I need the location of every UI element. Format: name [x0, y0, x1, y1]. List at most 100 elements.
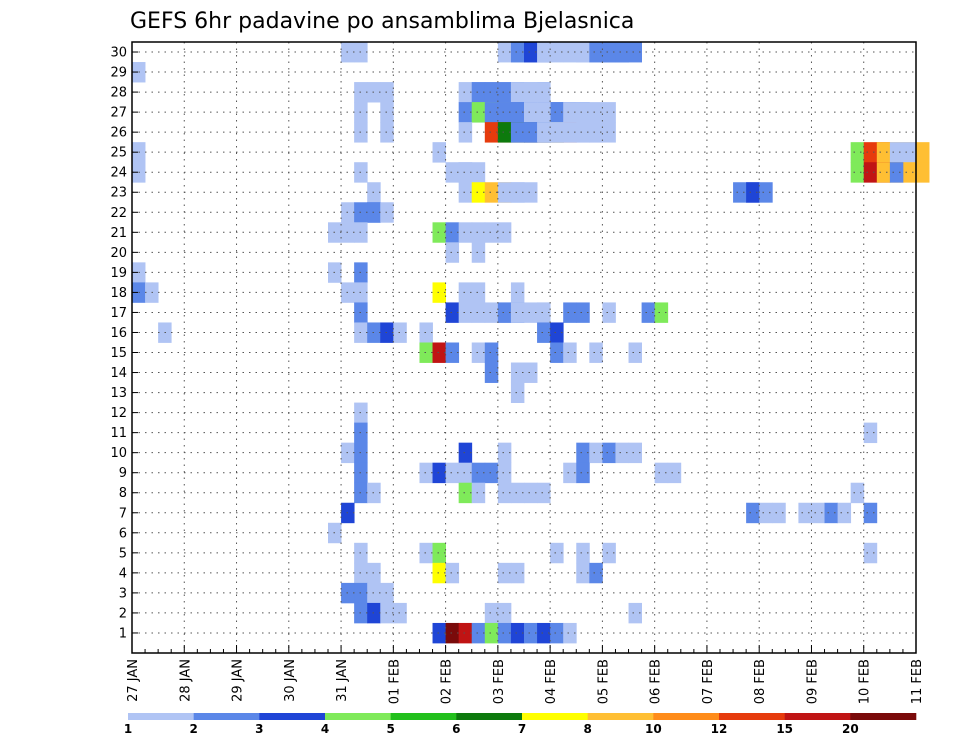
heatmap-cell	[654, 462, 669, 484]
heatmap-cell	[484, 302, 499, 323]
heatmap-cell	[497, 122, 512, 143]
heatmap-cell	[510, 182, 525, 203]
heatmap-cell	[863, 422, 878, 444]
x-tick-label: 29 JAN	[231, 659, 246, 702]
y-tick-label: 26	[110, 126, 127, 141]
heatmap-cell	[484, 462, 499, 484]
colorbar-label: 5	[386, 722, 394, 736]
heatmap-cell	[537, 102, 551, 123]
heatmap-cell	[628, 42, 642, 63]
x-axis-ticks: 27 JAN 28 JAN 29 JAN 30 JAN 31 JAN 01 FEB 02 F…	[126, 645, 925, 704]
x-tick-label: 01 FEB	[387, 659, 402, 704]
heatmap-cell	[602, 442, 616, 464]
colorbar-segment	[325, 713, 391, 720]
heatmap-cell	[432, 342, 446, 363]
heatmap-cell	[733, 182, 747, 203]
x-tick-label: 02 FEB	[440, 659, 455, 704]
heatmap-cell	[432, 622, 446, 644]
heatmap-cell	[510, 482, 525, 504]
heatmap-cell	[524, 302, 538, 323]
heatmap-cell	[550, 322, 564, 343]
y-tick-label: 11	[110, 426, 127, 441]
heatmap-cell	[550, 122, 564, 143]
heatmap-cell	[497, 302, 512, 323]
heatmap-cell	[510, 122, 525, 143]
heatmap-cell	[615, 42, 629, 63]
heatmap-cell	[484, 222, 499, 243]
heatmap-cell	[850, 142, 865, 163]
heatmap-cell	[510, 382, 525, 403]
heatmap-cell	[393, 602, 407, 624]
heatmap-cell	[393, 322, 407, 343]
heatmap-cell	[471, 102, 486, 123]
heatmap-cell	[524, 362, 538, 383]
heatmap-cell	[497, 82, 512, 103]
y-tick-label: 30	[110, 46, 127, 61]
heatmap-cell	[484, 122, 499, 143]
heatmap-cell	[563, 42, 577, 63]
heatmap-cell	[510, 282, 525, 303]
y-tick-label: 1	[119, 626, 127, 641]
heatmap-cell	[563, 122, 577, 143]
heatmap-cell	[563, 102, 577, 123]
heatmap-cell	[380, 602, 394, 624]
heatmap-cell	[537, 302, 551, 323]
heatmap-cell	[602, 122, 616, 143]
heatmap-cell	[458, 82, 473, 103]
heatmap-cell	[484, 342, 499, 363]
heatmap-cell	[589, 102, 603, 123]
heatmap-cell	[471, 182, 486, 203]
heatmap-cell	[471, 242, 486, 263]
y-tick-label: 22	[110, 206, 127, 221]
heatmap-cell	[902, 162, 917, 183]
heatmap-cell	[497, 442, 512, 464]
y-axis-ticks: 1234567891011121314151617181920212223242…	[110, 46, 138, 641]
heatmap-cell	[458, 302, 473, 323]
heatmap-cell	[497, 182, 512, 203]
heatmap-cell	[510, 622, 525, 644]
heatmap-cell	[772, 502, 786, 524]
heatmap-cell	[445, 222, 460, 243]
heatmap-cell	[589, 342, 603, 363]
heatmap-cell	[563, 622, 577, 644]
heatmap-cell	[628, 442, 642, 464]
heatmap-cell	[876, 142, 891, 163]
heatmap-cell	[550, 42, 564, 63]
heatmap-cell	[576, 542, 590, 564]
x-tick-label: 30 JAN	[283, 659, 298, 702]
heatmap-cell	[497, 622, 512, 644]
heatmap-cell	[510, 562, 525, 584]
heatmap-cell	[537, 322, 551, 343]
heatmap-cell	[524, 82, 538, 103]
heatmap-cell	[550, 342, 564, 363]
heatmap-cell	[889, 142, 904, 163]
y-tick-label: 13	[110, 386, 127, 401]
heatmap-cell	[902, 142, 917, 163]
heatmap-cell	[380, 82, 394, 103]
y-tick-label: 3	[119, 586, 127, 601]
heatmap-cell	[510, 362, 525, 383]
heatmap-cell	[432, 142, 446, 163]
heatmap-cell	[576, 302, 590, 323]
y-tick-label: 12	[110, 406, 127, 421]
heatmap-cell	[419, 342, 433, 363]
heatmap-cell	[602, 302, 616, 323]
heatmap-cell	[471, 222, 486, 243]
heatmap-cell	[432, 222, 446, 243]
colorbar-label: 2	[189, 722, 197, 736]
heatmap-cell	[563, 302, 577, 323]
heatmap-cell	[510, 82, 525, 103]
colorbar-label: 20	[842, 722, 859, 736]
heatmap-cell	[524, 182, 538, 203]
heatmap-cell	[641, 302, 656, 323]
x-tick-label: 10 FEB	[858, 659, 873, 704]
heatmap-cell	[550, 102, 564, 123]
heatmap-cell	[850, 482, 865, 504]
y-tick-label: 14	[110, 366, 127, 381]
heatmap-cell	[863, 502, 878, 524]
colorbar-segment	[193, 713, 260, 720]
colorbar-label: 7	[518, 722, 526, 736]
colorbar-segment	[128, 713, 194, 720]
heatmap-cell	[537, 622, 551, 644]
heatmap-cell	[759, 182, 773, 203]
